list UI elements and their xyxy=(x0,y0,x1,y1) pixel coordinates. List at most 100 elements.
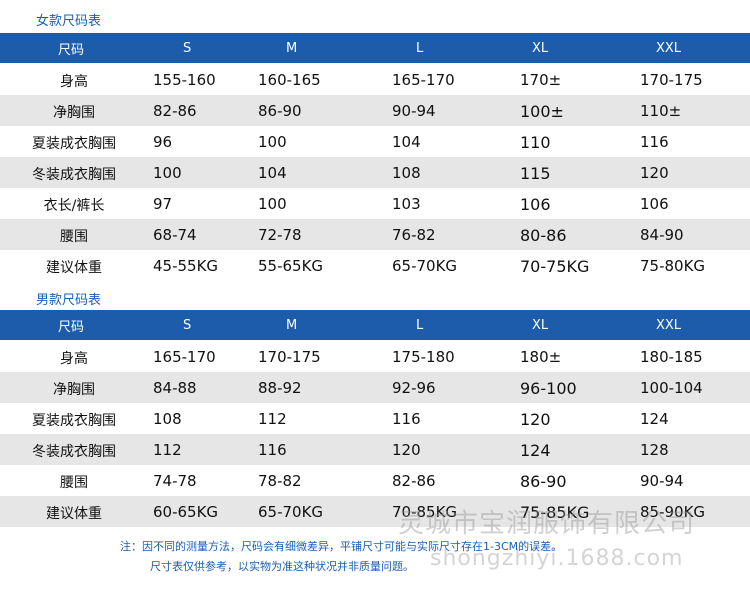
header-m: M xyxy=(286,40,298,56)
table-row: 身高 155-160 160-165 165-170 170± 170-175 xyxy=(0,64,750,95)
cell: 175-180 xyxy=(392,348,455,366)
cell: 106 xyxy=(640,195,669,213)
cell: 86-90 xyxy=(520,472,567,491)
row-label: 腰围 xyxy=(60,475,88,491)
header-s: S xyxy=(183,40,192,56)
cell: 68-74 xyxy=(153,226,197,244)
note-line-2: 尺寸表仅供参考，以实物为准这种状况并非质量问题。 xyxy=(150,560,414,573)
cell: 106 xyxy=(520,195,551,214)
cell: 100± xyxy=(520,102,564,121)
cell: 78-82 xyxy=(258,472,302,490)
header-size: 尺码 xyxy=(58,319,85,335)
cell: 110± xyxy=(640,102,682,120)
table-row: 净胸围 82-86 86-90 90-94 100± 110± xyxy=(0,95,750,126)
header-xl: XL xyxy=(532,317,549,333)
cell: 97 xyxy=(153,195,173,213)
cell: 116 xyxy=(258,441,287,459)
women-table-body: 身高 155-160 160-165 165-170 170± 170-175 … xyxy=(0,64,750,281)
cell: 82-86 xyxy=(392,472,436,490)
table-row: 夏装成衣胸围 96 100 104 110 116 xyxy=(0,126,750,157)
row-label: 净胸围 xyxy=(53,105,95,121)
header-s: S xyxy=(183,317,192,333)
cell: 108 xyxy=(392,164,421,182)
header-xxl: XXL xyxy=(656,40,682,56)
table-row: 建议体重 45-55KG 55-65KG 65-70KG 70-75KG 75-… xyxy=(0,250,750,281)
cell: 90-94 xyxy=(392,102,436,120)
cell: 76-82 xyxy=(392,226,436,244)
cell: 116 xyxy=(392,410,421,428)
cell: 116 xyxy=(640,133,669,151)
cell: 85-90KG xyxy=(640,503,706,521)
header-m: M xyxy=(286,317,298,333)
cell: 100-104 xyxy=(640,379,703,397)
cell: 120 xyxy=(520,410,551,429)
cell: 86-90 xyxy=(258,102,302,120)
row-label: 夏装成衣胸围 xyxy=(32,136,116,152)
women-table-title: 女款尺码表 xyxy=(36,14,102,29)
cell: 96-100 xyxy=(520,379,577,398)
table-row: 身高 165-170 170-175 175-180 180± 180-185 xyxy=(0,341,750,372)
cell: 90-94 xyxy=(640,472,684,490)
header-l: L xyxy=(416,317,424,333)
row-label: 夏装成衣胸围 xyxy=(32,413,116,429)
header-xl: XL xyxy=(532,40,549,56)
cell: 170± xyxy=(520,71,562,89)
cell: 170-175 xyxy=(258,348,321,366)
row-label: 身高 xyxy=(60,351,88,367)
cell: 165-170 xyxy=(153,348,216,366)
cell: 100 xyxy=(258,133,287,151)
cell: 60-65KG xyxy=(153,503,219,521)
cell: 74-78 xyxy=(153,472,197,490)
table-row: 腰围 68-74 72-78 76-82 80-86 84-90 xyxy=(0,219,750,250)
cell: 128 xyxy=(640,441,669,459)
cell: 112 xyxy=(258,410,287,428)
table-row: 冬装成衣胸围 100 104 108 115 120 xyxy=(0,157,750,188)
cell: 55-65KG xyxy=(258,257,324,275)
cell: 70-85KG xyxy=(392,503,458,521)
cell: 100 xyxy=(153,164,182,182)
row-label: 建议体重 xyxy=(46,506,102,522)
cell: 100 xyxy=(258,195,287,213)
table-row: 冬装成衣胸围 112 116 120 124 128 xyxy=(0,434,750,465)
cell: 108 xyxy=(153,410,182,428)
cell: 82-86 xyxy=(153,102,197,120)
row-label: 净胸围 xyxy=(53,382,95,398)
cell: 115 xyxy=(520,164,551,183)
table-row: 夏装成衣胸围 108 112 116 120 124 xyxy=(0,403,750,434)
cell: 180-185 xyxy=(640,348,703,366)
cell: 45-55KG xyxy=(153,257,219,275)
cell: 104 xyxy=(392,133,421,151)
men-table-body: 身高 165-170 170-175 175-180 180± 180-185 … xyxy=(0,341,750,527)
row-label: 冬装成衣胸围 xyxy=(32,444,116,460)
cell: 103 xyxy=(392,195,421,213)
cell: 170-175 xyxy=(640,71,703,89)
row-label: 衣长/裤长 xyxy=(43,198,105,214)
cell: 155-160 xyxy=(153,71,216,89)
note-line-1: 注：因不同的测量方法，尺码会有细微差异，平铺尺寸可能与实际尺寸存在1-3CM的误… xyxy=(120,540,563,553)
cell: 65-70KG xyxy=(392,257,458,275)
cell: 180± xyxy=(520,348,562,366)
table-row: 净胸围 84-88 88-92 92-96 96-100 100-104 xyxy=(0,372,750,403)
row-label: 建议体重 xyxy=(46,260,102,276)
table-row: 腰围 74-78 78-82 82-86 86-90 90-94 xyxy=(0,465,750,496)
cell: 84-90 xyxy=(640,226,684,244)
header-l: L xyxy=(416,40,424,56)
women-table-header: 尺码 S M L XL XXL xyxy=(0,33,750,63)
cell: 70-75KG xyxy=(520,257,590,276)
cell: 160-165 xyxy=(258,71,321,89)
cell: 92-96 xyxy=(392,379,436,397)
row-label: 冬装成衣胸围 xyxy=(32,167,116,183)
row-label: 腰围 xyxy=(60,229,88,245)
cell: 124 xyxy=(640,410,669,428)
cell: 96 xyxy=(153,133,173,151)
cell: 112 xyxy=(153,441,182,459)
men-table-header: 尺码 S M L XL XXL xyxy=(0,310,750,340)
cell: 75-80KG xyxy=(640,257,706,275)
cell: 110 xyxy=(520,133,551,152)
cell: 72-78 xyxy=(258,226,302,244)
cell: 104 xyxy=(258,164,287,182)
site-watermark: shongzhiyi.1688.com xyxy=(430,546,684,571)
header-xxl: XXL xyxy=(656,317,682,333)
row-label: 身高 xyxy=(60,74,88,90)
company-watermark: 灵城市宝润服饰有限公司 xyxy=(398,509,696,539)
